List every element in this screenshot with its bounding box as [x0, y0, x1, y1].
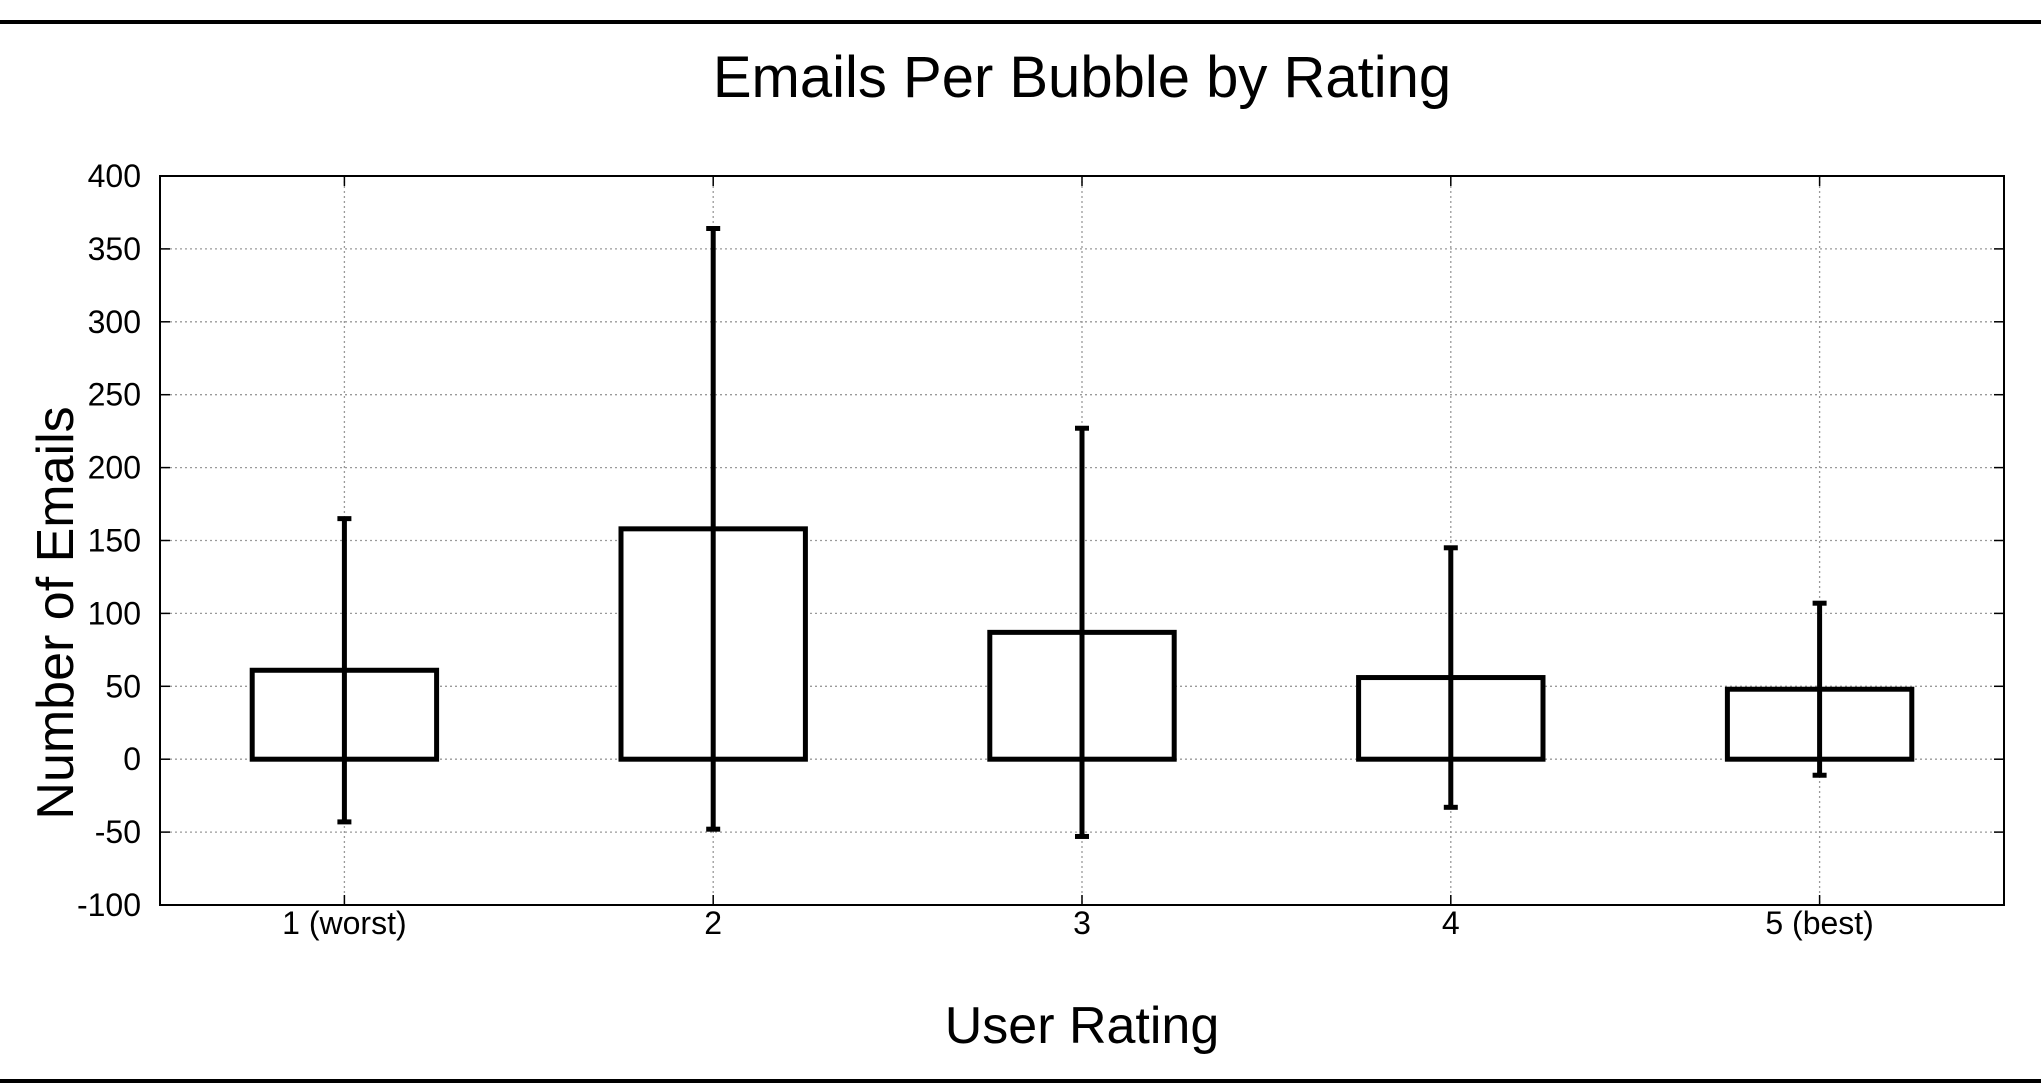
y-tick-labels: -100 -50 0 50 100 150 200 250 300 350 400: [77, 158, 2004, 923]
top-border: [0, 20, 2041, 24]
x-tick-labels: 1 (worst) 2 3 4 5 (best): [282, 176, 1874, 941]
y-tick-label: 50: [105, 668, 141, 704]
y-tick-label: 150: [88, 523, 141, 559]
y-tick-label: -100: [77, 887, 141, 923]
y-tick-label: 300: [88, 304, 141, 340]
x-tick-label: 2: [704, 905, 722, 941]
y-tick-label: 200: [88, 450, 141, 486]
chart-title: Emails Per Bubble by Rating: [713, 45, 1451, 110]
x-tick-label: 3: [1073, 905, 1091, 941]
y-tick-label: 100: [88, 595, 141, 631]
x-tick-label: 1 (worst): [282, 905, 406, 941]
plot-area-frame: [159, 175, 2005, 906]
error-bars: [337, 225, 1827, 839]
x-axis-label: User Rating: [945, 997, 1220, 1055]
y-tick-label: 400: [88, 158, 141, 194]
y-tick-label: 350: [88, 231, 141, 267]
x-tick-label: 5 (best): [1765, 905, 1873, 941]
bottom-border: [0, 1079, 2041, 1083]
y-tick-label: -50: [95, 814, 141, 850]
y-axis-label: Number of Emails: [27, 406, 85, 819]
x-tick-label: 4: [1442, 905, 1460, 941]
y-tick-label: 0: [123, 741, 141, 777]
y-tick-label: 250: [88, 377, 141, 413]
